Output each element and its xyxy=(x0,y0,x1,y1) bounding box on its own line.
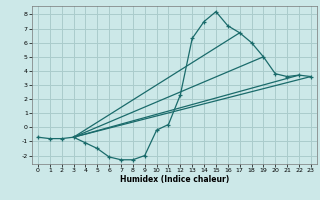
X-axis label: Humidex (Indice chaleur): Humidex (Indice chaleur) xyxy=(120,175,229,184)
